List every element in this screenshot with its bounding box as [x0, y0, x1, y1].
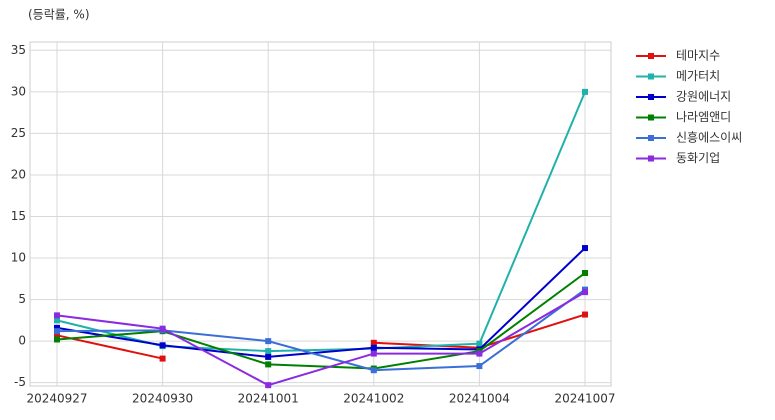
point: [476, 340, 483, 347]
x-tick-label: 20240930: [132, 392, 193, 406]
point: [265, 353, 272, 360]
y-axis-label: (등락률, %): [28, 8, 90, 22]
point: [582, 311, 588, 318]
plot-frame: [29, 41, 612, 387]
legend-label: 동화기업: [676, 151, 720, 165]
point: [370, 339, 377, 346]
y-tick-label: 10: [11, 251, 26, 265]
legend-label: 나라엠앤디: [676, 110, 731, 124]
point: [265, 382, 272, 389]
point: [582, 289, 588, 296]
y-tick-label: 35: [11, 43, 26, 57]
point: [582, 269, 588, 276]
legend-marker: [648, 155, 654, 162]
legend-label: 강원에너지: [676, 90, 731, 104]
point: [476, 350, 483, 357]
series-line: [56, 291, 586, 387]
point: [582, 88, 588, 95]
series-line: [56, 288, 586, 372]
x-tick-label: 20241007: [554, 392, 615, 406]
point: [370, 344, 377, 351]
y-tick-label: -5: [14, 375, 26, 389]
point: [159, 355, 166, 362]
legend-marker: [648, 53, 654, 59]
point: [159, 342, 166, 349]
point: [370, 367, 377, 374]
legend-marker: [648, 94, 654, 100]
point: [370, 350, 377, 357]
point: [476, 363, 483, 370]
point: [159, 325, 166, 332]
x-tick-label: 20241002: [343, 392, 404, 406]
point: [54, 328, 60, 335]
x-tick-label: 20241001: [238, 392, 299, 406]
y-tick-label: 15: [11, 209, 26, 223]
point: [54, 332, 60, 339]
y-tick-label: 25: [11, 126, 26, 140]
series-line: [56, 247, 586, 358]
y-tick-label: 20: [11, 167, 26, 181]
point: [265, 361, 272, 368]
legend-marker: [648, 135, 654, 141]
legend-label: 신흥에스이씨: [676, 131, 742, 145]
point: [265, 348, 272, 355]
y-tick-label: 0: [18, 334, 26, 348]
point: [54, 312, 60, 319]
point: [582, 245, 588, 252]
legend-marker: [648, 114, 654, 121]
point: [54, 324, 60, 331]
legend-marker: [648, 73, 654, 80]
point: [265, 338, 272, 345]
series-line: [56, 272, 586, 370]
x-tick-label: 20240927: [26, 392, 87, 406]
y-tick-label: 5: [18, 292, 26, 306]
legend-label: 테마지수: [676, 49, 720, 63]
series-line: [56, 91, 586, 353]
y-tick-label: 30: [11, 84, 26, 98]
legend-label: 메가터치: [676, 69, 720, 83]
point: [54, 336, 60, 343]
point: [54, 317, 60, 324]
x-tick-label: 20241004: [449, 392, 510, 406]
